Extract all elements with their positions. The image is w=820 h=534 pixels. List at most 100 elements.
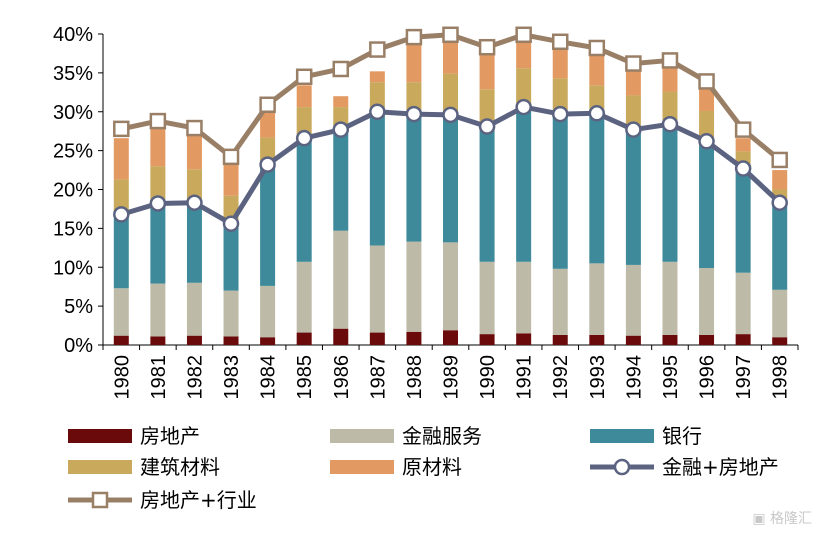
bar-segment — [113, 288, 129, 336]
bar-segment — [296, 332, 312, 345]
bar-segment — [223, 223, 239, 291]
bar-segment — [443, 242, 458, 331]
bar-segment — [296, 107, 312, 139]
legend-label: 房地产 — [140, 424, 200, 448]
data-point — [442, 106, 459, 124]
bar-segment — [113, 138, 129, 180]
x-tick-label: 1989 — [441, 355, 463, 400]
x-tick-label: 1997 — [733, 355, 755, 400]
bar-segment — [333, 230, 349, 329]
data-point — [442, 26, 459, 44]
bar-segment — [552, 47, 568, 79]
bar-segment — [552, 268, 568, 335]
data-point — [551, 33, 569, 51]
bar-segment — [260, 285, 276, 338]
bar-segment — [260, 337, 276, 345]
data-point — [661, 115, 679, 133]
legend-label: 银行 — [662, 424, 702, 448]
bar-segment — [516, 333, 532, 345]
data-point — [588, 39, 606, 57]
data-point — [734, 160, 752, 177]
bar-segment — [589, 263, 605, 335]
data-point — [259, 156, 276, 173]
bar-segment — [552, 78, 568, 115]
x-tick-label: 1992 — [550, 355, 572, 400]
bar-segment — [260, 110, 276, 138]
x-tick-label: 1982 — [184, 355, 206, 400]
bar-segment — [516, 68, 532, 108]
bar-segment — [699, 87, 715, 111]
x-tick-label: 1994 — [623, 355, 645, 400]
bar-segment — [186, 335, 202, 345]
bar-segment — [113, 179, 129, 215]
data-point — [698, 133, 715, 150]
data-point — [625, 121, 642, 138]
bar-segment — [699, 268, 715, 335]
bar-segment — [662, 91, 678, 125]
data-point — [551, 105, 569, 123]
x-tick-label: 1988 — [404, 355, 426, 400]
bar-segment — [443, 330, 458, 345]
y-tick-label: 20% — [53, 180, 93, 202]
bar-segment — [406, 241, 422, 332]
bar-segment — [186, 282, 202, 336]
bar-segment — [479, 54, 495, 90]
bar-segment — [479, 89, 495, 127]
bar-segment — [735, 138, 751, 152]
bar-segment — [662, 64, 678, 92]
bar-segment — [150, 127, 166, 167]
bar-segment — [150, 166, 166, 204]
bar-segment — [662, 334, 678, 345]
bar-segment — [333, 96, 349, 108]
y-tick-label: 35% — [53, 63, 93, 85]
bar-segment — [296, 138, 312, 262]
bar-segment — [625, 129, 641, 265]
legend-label: 金融服务 — [402, 424, 482, 448]
bar-segment — [296, 261, 312, 333]
bar-segment — [625, 264, 641, 336]
bar-segment — [260, 164, 276, 286]
legend-label: 金融+房地产 — [662, 455, 779, 479]
bar-segment — [589, 334, 605, 345]
bar-segment — [150, 283, 166, 337]
data-point — [478, 118, 496, 135]
data-point — [186, 119, 203, 137]
x-tick-label: 1987 — [367, 355, 389, 400]
y-tick-label: 0% — [64, 335, 93, 357]
bar-segment — [369, 111, 385, 246]
bar-segment — [589, 113, 605, 264]
bar-segment — [552, 334, 568, 345]
bar-segment — [223, 336, 239, 345]
bar-segment — [223, 162, 239, 196]
x-tick-label: 1981 — [148, 355, 170, 400]
bar-segment — [113, 335, 129, 345]
legend-label: 房地产+行业 — [140, 488, 257, 512]
data-point — [625, 55, 642, 72]
data-point — [661, 52, 679, 69]
bar-segment — [443, 41, 458, 74]
x-tick-label: 1980 — [111, 355, 133, 400]
data-point — [405, 105, 423, 123]
x-tick-label: 1998 — [770, 355, 792, 400]
bar-segment — [479, 261, 495, 335]
bar-segment — [699, 334, 715, 345]
bar-segment — [589, 53, 605, 86]
y-tick-label: 10% — [53, 257, 93, 279]
bar-segment — [516, 107, 532, 262]
y-tick-label: 30% — [53, 102, 93, 124]
data-point — [698, 73, 715, 90]
bar-segment — [699, 110, 715, 142]
data-point — [369, 103, 386, 120]
bar-segment — [113, 214, 129, 289]
legend-swatch — [590, 429, 654, 443]
data-point — [186, 194, 203, 211]
bar-segment — [772, 337, 788, 345]
bar-segment — [479, 126, 495, 262]
bar-segment — [699, 141, 715, 269]
bar-segment — [516, 261, 532, 334]
bar-segment — [406, 331, 422, 345]
bar-segment — [625, 95, 641, 130]
legend-label: 原材料 — [402, 455, 462, 479]
data-point — [332, 121, 350, 138]
bar-segment — [443, 114, 458, 243]
